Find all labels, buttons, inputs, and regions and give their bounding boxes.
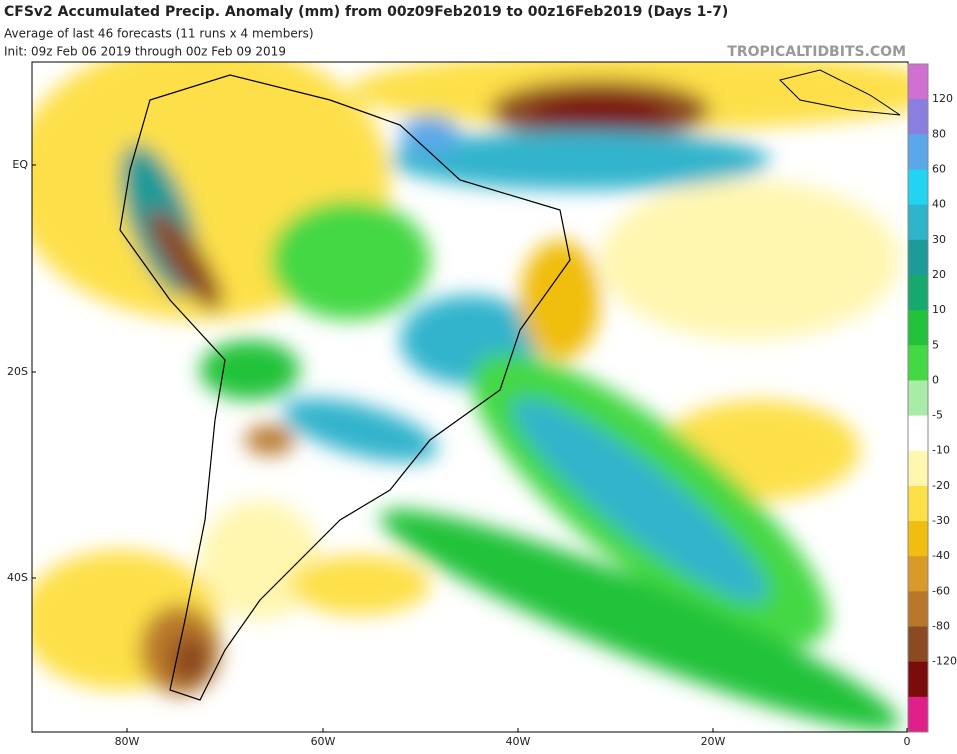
- colorbar-label: 0: [932, 373, 939, 386]
- colorbar-swatch: [908, 274, 928, 311]
- colorbar-label: 40: [932, 198, 946, 211]
- colorbar-swatch: [908, 169, 928, 206]
- colorbar-swatch: [908, 591, 928, 628]
- colorbar-swatch: [908, 310, 928, 346]
- subtitle: Average of last 46 forecasts (11 runs x …: [4, 27, 314, 41]
- init-text: Init: 09z Feb 06 2019 through 00z Feb 09…: [4, 45, 286, 59]
- colorbar-swatch: [908, 521, 928, 557]
- lat-label: 40S: [7, 571, 28, 584]
- colorbar-label: -60: [932, 584, 950, 597]
- lon-label: 40W: [506, 735, 531, 748]
- colorbar-swatch: [908, 239, 928, 276]
- colorbar-label: 120: [932, 92, 953, 105]
- colorbar-swatch: [908, 626, 928, 663]
- colorbar-label: -5: [932, 409, 943, 422]
- lon-label: 60W: [311, 735, 336, 748]
- colorbar-swatch: [908, 450, 928, 487]
- colorbar-label: -30: [932, 514, 950, 527]
- colorbar-swatch: [908, 204, 928, 241]
- colorbar-label: -10: [932, 444, 950, 457]
- colorbar-label: 30: [932, 233, 946, 246]
- colorbar-label: -20: [932, 479, 950, 492]
- lat-label: EQ: [12, 158, 28, 171]
- colorbar-swatch: [908, 99, 928, 135]
- lon-label: 20W: [701, 735, 726, 748]
- colorbar-swatch: [908, 64, 928, 100]
- map-field: [32, 62, 908, 732]
- colorbar-swatch: [908, 415, 928, 452]
- colorbar-swatch: [908, 485, 928, 522]
- colorbar-swatch: [908, 380, 928, 417]
- colorbar-label: -80: [932, 620, 950, 633]
- colorbar-swatch: [908, 696, 928, 733]
- lon-label: 80W: [115, 735, 140, 748]
- colorbar-swatch: [908, 556, 928, 592]
- colorbar-swatch: [908, 134, 928, 170]
- colorbar-frame: [907, 63, 929, 733]
- colorbar-swatch: [908, 661, 928, 698]
- colorbar-swatch: [908, 345, 928, 381]
- title: CFSv2 Accumulated Precip. Anomaly (mm) f…: [4, 4, 728, 20]
- colorbar-label: -40: [932, 549, 950, 562]
- colorbar-label: -120: [932, 655, 957, 668]
- colorbar-label: 60: [932, 162, 946, 175]
- watermark: TROPICALTIDBITS.COM: [727, 44, 906, 60]
- colorbar-label: 10: [932, 303, 946, 316]
- lon-label: 0: [904, 735, 911, 748]
- colorbar-label: 80: [932, 127, 946, 140]
- colorbar-label: 20: [932, 268, 946, 281]
- colorbar-label: 5: [932, 338, 939, 351]
- lat-label: 20S: [7, 365, 28, 378]
